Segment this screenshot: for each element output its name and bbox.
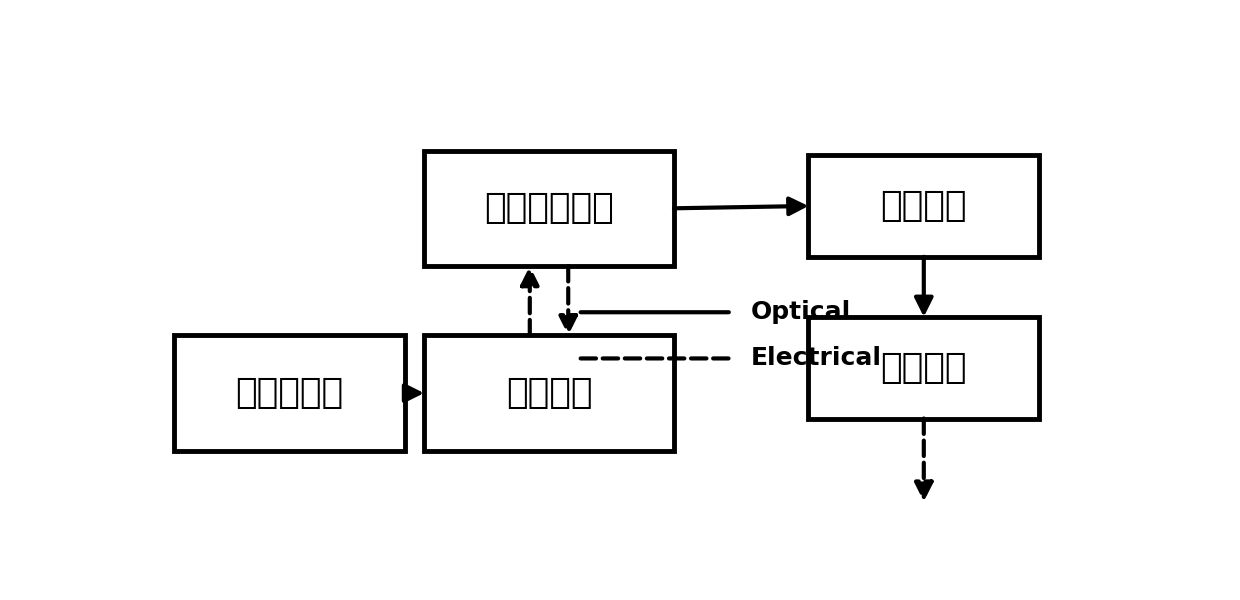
Text: 倍频环路: 倍频环路 (880, 189, 967, 223)
Text: Electrical: Electrical (751, 346, 882, 370)
FancyBboxPatch shape (808, 317, 1039, 419)
FancyBboxPatch shape (808, 155, 1039, 257)
Text: 光纤激光环路: 光纤激光环路 (484, 191, 614, 225)
FancyBboxPatch shape (174, 335, 404, 451)
Text: Optical: Optical (751, 300, 851, 324)
FancyBboxPatch shape (424, 151, 675, 266)
Text: 锁相环回路: 锁相环回路 (236, 376, 343, 410)
FancyBboxPatch shape (424, 335, 675, 451)
Text: 振荡环路: 振荡环路 (506, 376, 593, 410)
Text: 系统输出: 系统输出 (880, 350, 967, 385)
